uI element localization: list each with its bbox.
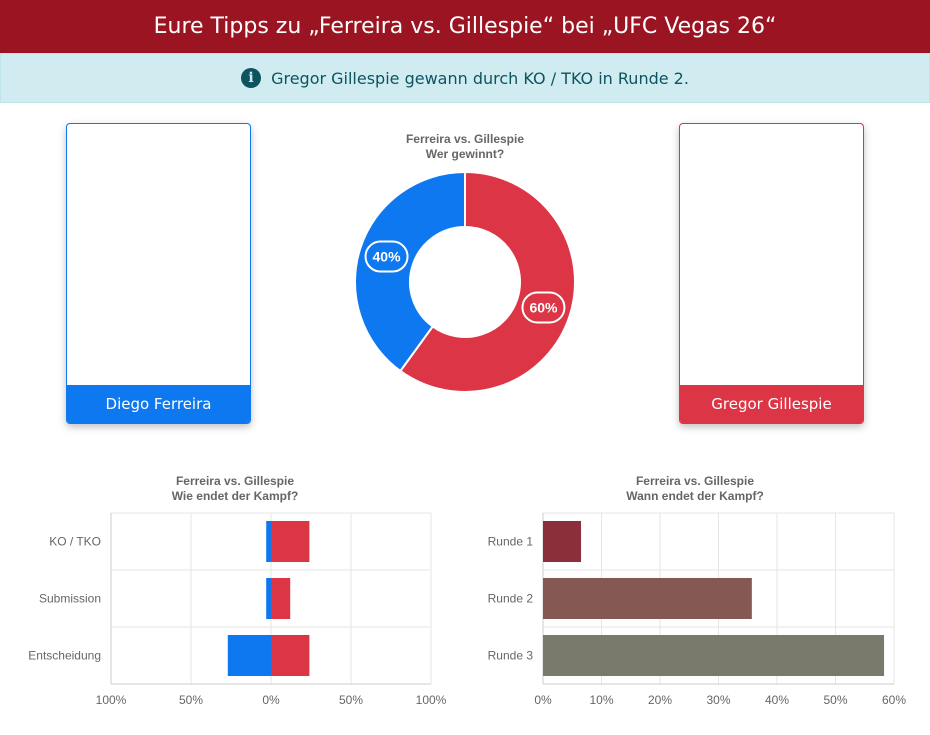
x-tick-label: 30% (706, 693, 730, 707)
x-tick-label: 0% (262, 693, 280, 707)
pie-subtitle: Wer gewinnt? (426, 147, 504, 161)
bar (266, 520, 271, 563)
pie-slice-ferreira (354, 170, 466, 373)
pie-slice-gillespie (398, 170, 576, 393)
category-label: Submission (39, 592, 101, 606)
category-label: Runde 2 (488, 592, 534, 606)
method-subtitle: Wie endet der Kampf? (172, 489, 299, 503)
category-label: Runde 3 (488, 649, 534, 663)
method-title: Ferreira vs. Gillespie (176, 474, 294, 488)
fighter-name-right: Gregor Gillespie (680, 385, 863, 423)
pie-label-bg (521, 291, 566, 324)
bar (266, 577, 271, 620)
bar (543, 520, 582, 563)
round-title: Ferreira vs. Gillespie (636, 474, 754, 488)
info-icon: i (241, 68, 262, 88)
result-text: Gregor Gillespie gewann durch KO / TKO i… (271, 68, 689, 88)
pie-data-label: 60% (529, 299, 558, 315)
bar (271, 577, 291, 620)
pie-data-label: 40% (373, 249, 402, 265)
category-label: Entscheidung (28, 649, 101, 663)
x-tick-label: 10% (589, 693, 613, 707)
x-tick-label: 20% (648, 693, 672, 707)
x-tick-label: 100% (96, 693, 127, 707)
x-tick-label: 50% (179, 693, 203, 707)
x-tick-label: 40% (765, 693, 789, 707)
bar (271, 520, 310, 563)
page-title: Eure Tipps zu „Ferreira vs. Gillespie“ b… (153, 14, 777, 39)
pie-title: Ferreira vs. Gillespie (406, 132, 524, 146)
method-bar-chart: Ferreira vs. Gillespie Wie endet der Kam… (28, 474, 447, 707)
result-alert: i Gregor Gillespie gewann durch KO / TKO… (0, 53, 930, 103)
x-tick-label: 50% (823, 693, 847, 707)
category-label: KO / TKO (49, 535, 101, 549)
fighter-name-left: Diego Ferreira (67, 385, 250, 423)
x-tick-label: 50% (339, 693, 363, 707)
winner-pie-chart: Ferreira vs. Gillespie Wer gewinnt? 60% 4… (354, 132, 576, 393)
category-label: Runde 1 (488, 535, 534, 549)
fighter-card-left[interactable]: Diego Ferreira (66, 123, 251, 424)
pie-label-bg (364, 240, 409, 273)
x-tick-label: 0% (534, 693, 552, 707)
round-subtitle: Wann endet der Kampf? (626, 489, 764, 503)
fighter-card-right[interactable]: Gregor Gillespie (679, 123, 864, 424)
bar (543, 577, 752, 620)
x-tick-label: 100% (416, 693, 447, 707)
round-bar-chart: Ferreira vs. Gillespie Wann endet der Ka… (488, 474, 907, 707)
bar (271, 634, 310, 677)
bar (227, 634, 271, 677)
page-header: Eure Tipps zu „Ferreira vs. Gillespie“ b… (0, 0, 930, 53)
x-tick-label: 60% (882, 693, 906, 707)
bar (543, 634, 885, 677)
